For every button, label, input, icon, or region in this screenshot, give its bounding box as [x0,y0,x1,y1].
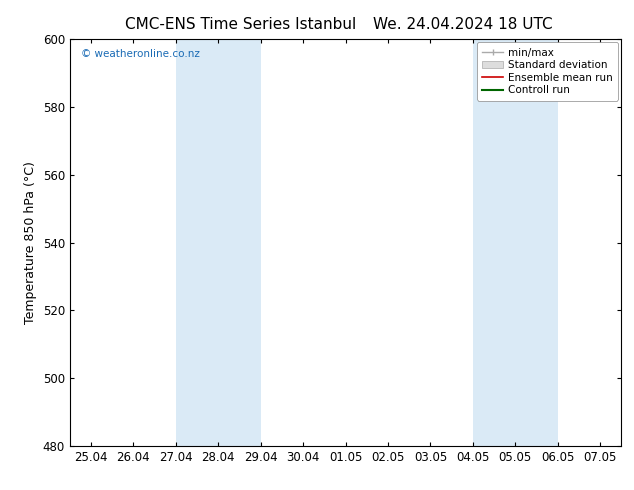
Bar [473,39,558,446]
Legend: min/max, Standard deviation, Ensemble mean run, Controll run: min/max, Standard deviation, Ensemble me… [477,42,618,100]
Text: We. 24.04.2024 18 UTC: We. 24.04.2024 18 UTC [373,17,553,32]
Text: © weatheronline.co.nz: © weatheronline.co.nz [81,49,200,59]
Bar [176,39,261,446]
Y-axis label: Temperature 850 hPa (°C): Temperature 850 hPa (°C) [24,161,37,324]
Text: CMC-ENS Time Series Istanbul: CMC-ENS Time Series Istanbul [126,17,356,32]
